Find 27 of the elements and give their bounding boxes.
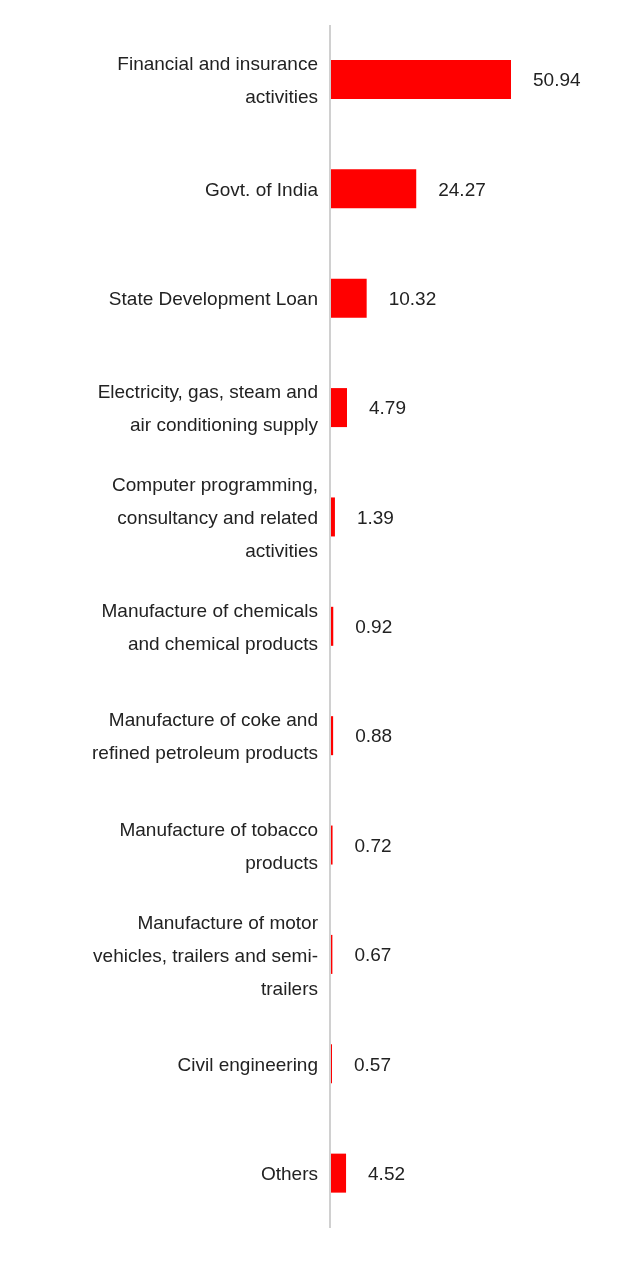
y-tick-label: Manufacture of chemicals and chemical products (101, 599, 318, 654)
data-label: 24.27 (438, 178, 486, 200)
y-tick-label: Manufacture of coke and refined petroleum products (91, 708, 318, 763)
data-label: 10.32 (388, 287, 437, 309)
bar (330, 1153, 347, 1193)
data-label: 50.94 (533, 69, 581, 91)
y-tick-label: Manufacture of motor vehicles, trailers and semi-trailers (93, 911, 319, 999)
data-label: 0.92 (355, 616, 393, 638)
y-tick-label: Computer programming, consultancy and related activities (112, 473, 318, 561)
data-label: 4.79 (369, 397, 406, 419)
data-label: 0.72 (354, 834, 392, 856)
data-label: 0.67 (354, 944, 392, 966)
y-tick-label: Financial and insurance activities (117, 52, 318, 107)
bar (330, 278, 367, 318)
y-tick-label: State Development Loan (108, 287, 318, 309)
data-label: 4.52 (368, 1162, 406, 1184)
y-tick-label: Electricity, gas, steam and air conditioning supply (97, 380, 319, 435)
data-label: 1.39 (356, 506, 394, 528)
y-tick-label: Manufacture of tobacco products (119, 818, 318, 873)
bar (330, 60, 511, 99)
data-label: 0.57 (354, 1053, 392, 1075)
data-label: 0.88 (355, 725, 393, 747)
y-tick-label: Others (260, 1162, 318, 1184)
y-tick-label: Civil engineering (177, 1053, 318, 1075)
y-tick-label: Govt. of India (204, 178, 319, 200)
bar (330, 169, 417, 209)
bar (330, 388, 348, 428)
